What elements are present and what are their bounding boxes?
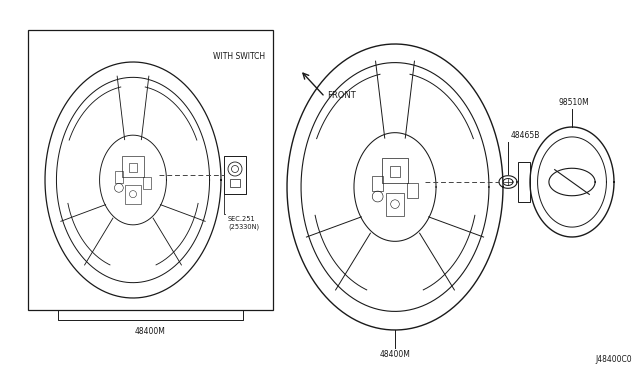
Text: 48400M: 48400M [135, 327, 166, 336]
Text: 98510M: 98510M [559, 98, 589, 107]
Text: 48465B: 48465B [511, 131, 540, 140]
Text: WITH SWITCH: WITH SWITCH [213, 52, 265, 61]
Bar [28, 30, 273, 310]
Text: J48400C0: J48400C0 [595, 355, 632, 364]
Text: FRONT: FRONT [327, 91, 356, 100]
Text: 48400M: 48400M [380, 350, 410, 359]
Text: SEC.251
(25330N): SEC.251 (25330N) [228, 216, 259, 230]
